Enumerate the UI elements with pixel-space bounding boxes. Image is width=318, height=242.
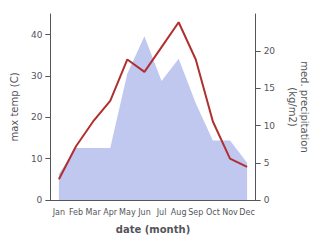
svg-text:0: 0: [264, 195, 270, 205]
svg-text:Feb: Feb: [69, 208, 83, 217]
svg-text:(kg/m2): (kg/m2): [287, 87, 298, 127]
svg-text:date (month): date (month): [116, 224, 190, 235]
svg-text:Dec: Dec: [239, 208, 254, 217]
svg-text:med. precipitation: med. precipitation: [299, 61, 310, 153]
svg-text:Apr: Apr: [103, 208, 118, 217]
svg-text:0: 0: [37, 195, 43, 205]
svg-text:20: 20: [31, 112, 43, 122]
svg-text:15: 15: [264, 83, 275, 93]
svg-text:Sep: Sep: [188, 208, 203, 217]
svg-text:10: 10: [31, 154, 43, 164]
svg-text:30: 30: [31, 71, 43, 81]
svg-text:Jul: Jul: [156, 208, 167, 217]
svg-text:Nov: Nov: [222, 208, 238, 217]
svg-text:Jan: Jan: [52, 208, 65, 217]
svg-text:Oct: Oct: [206, 208, 220, 217]
svg-text:20: 20: [264, 46, 276, 56]
svg-text:Mar: Mar: [86, 208, 102, 217]
svg-text:40: 40: [31, 30, 43, 40]
svg-text:Jun: Jun: [137, 208, 151, 217]
svg-text:10: 10: [264, 121, 276, 131]
svg-text:May: May: [119, 208, 136, 217]
svg-text:5: 5: [264, 158, 270, 168]
svg-text:max temp (C): max temp (C): [9, 72, 20, 141]
svg-text:Aug: Aug: [171, 208, 187, 217]
